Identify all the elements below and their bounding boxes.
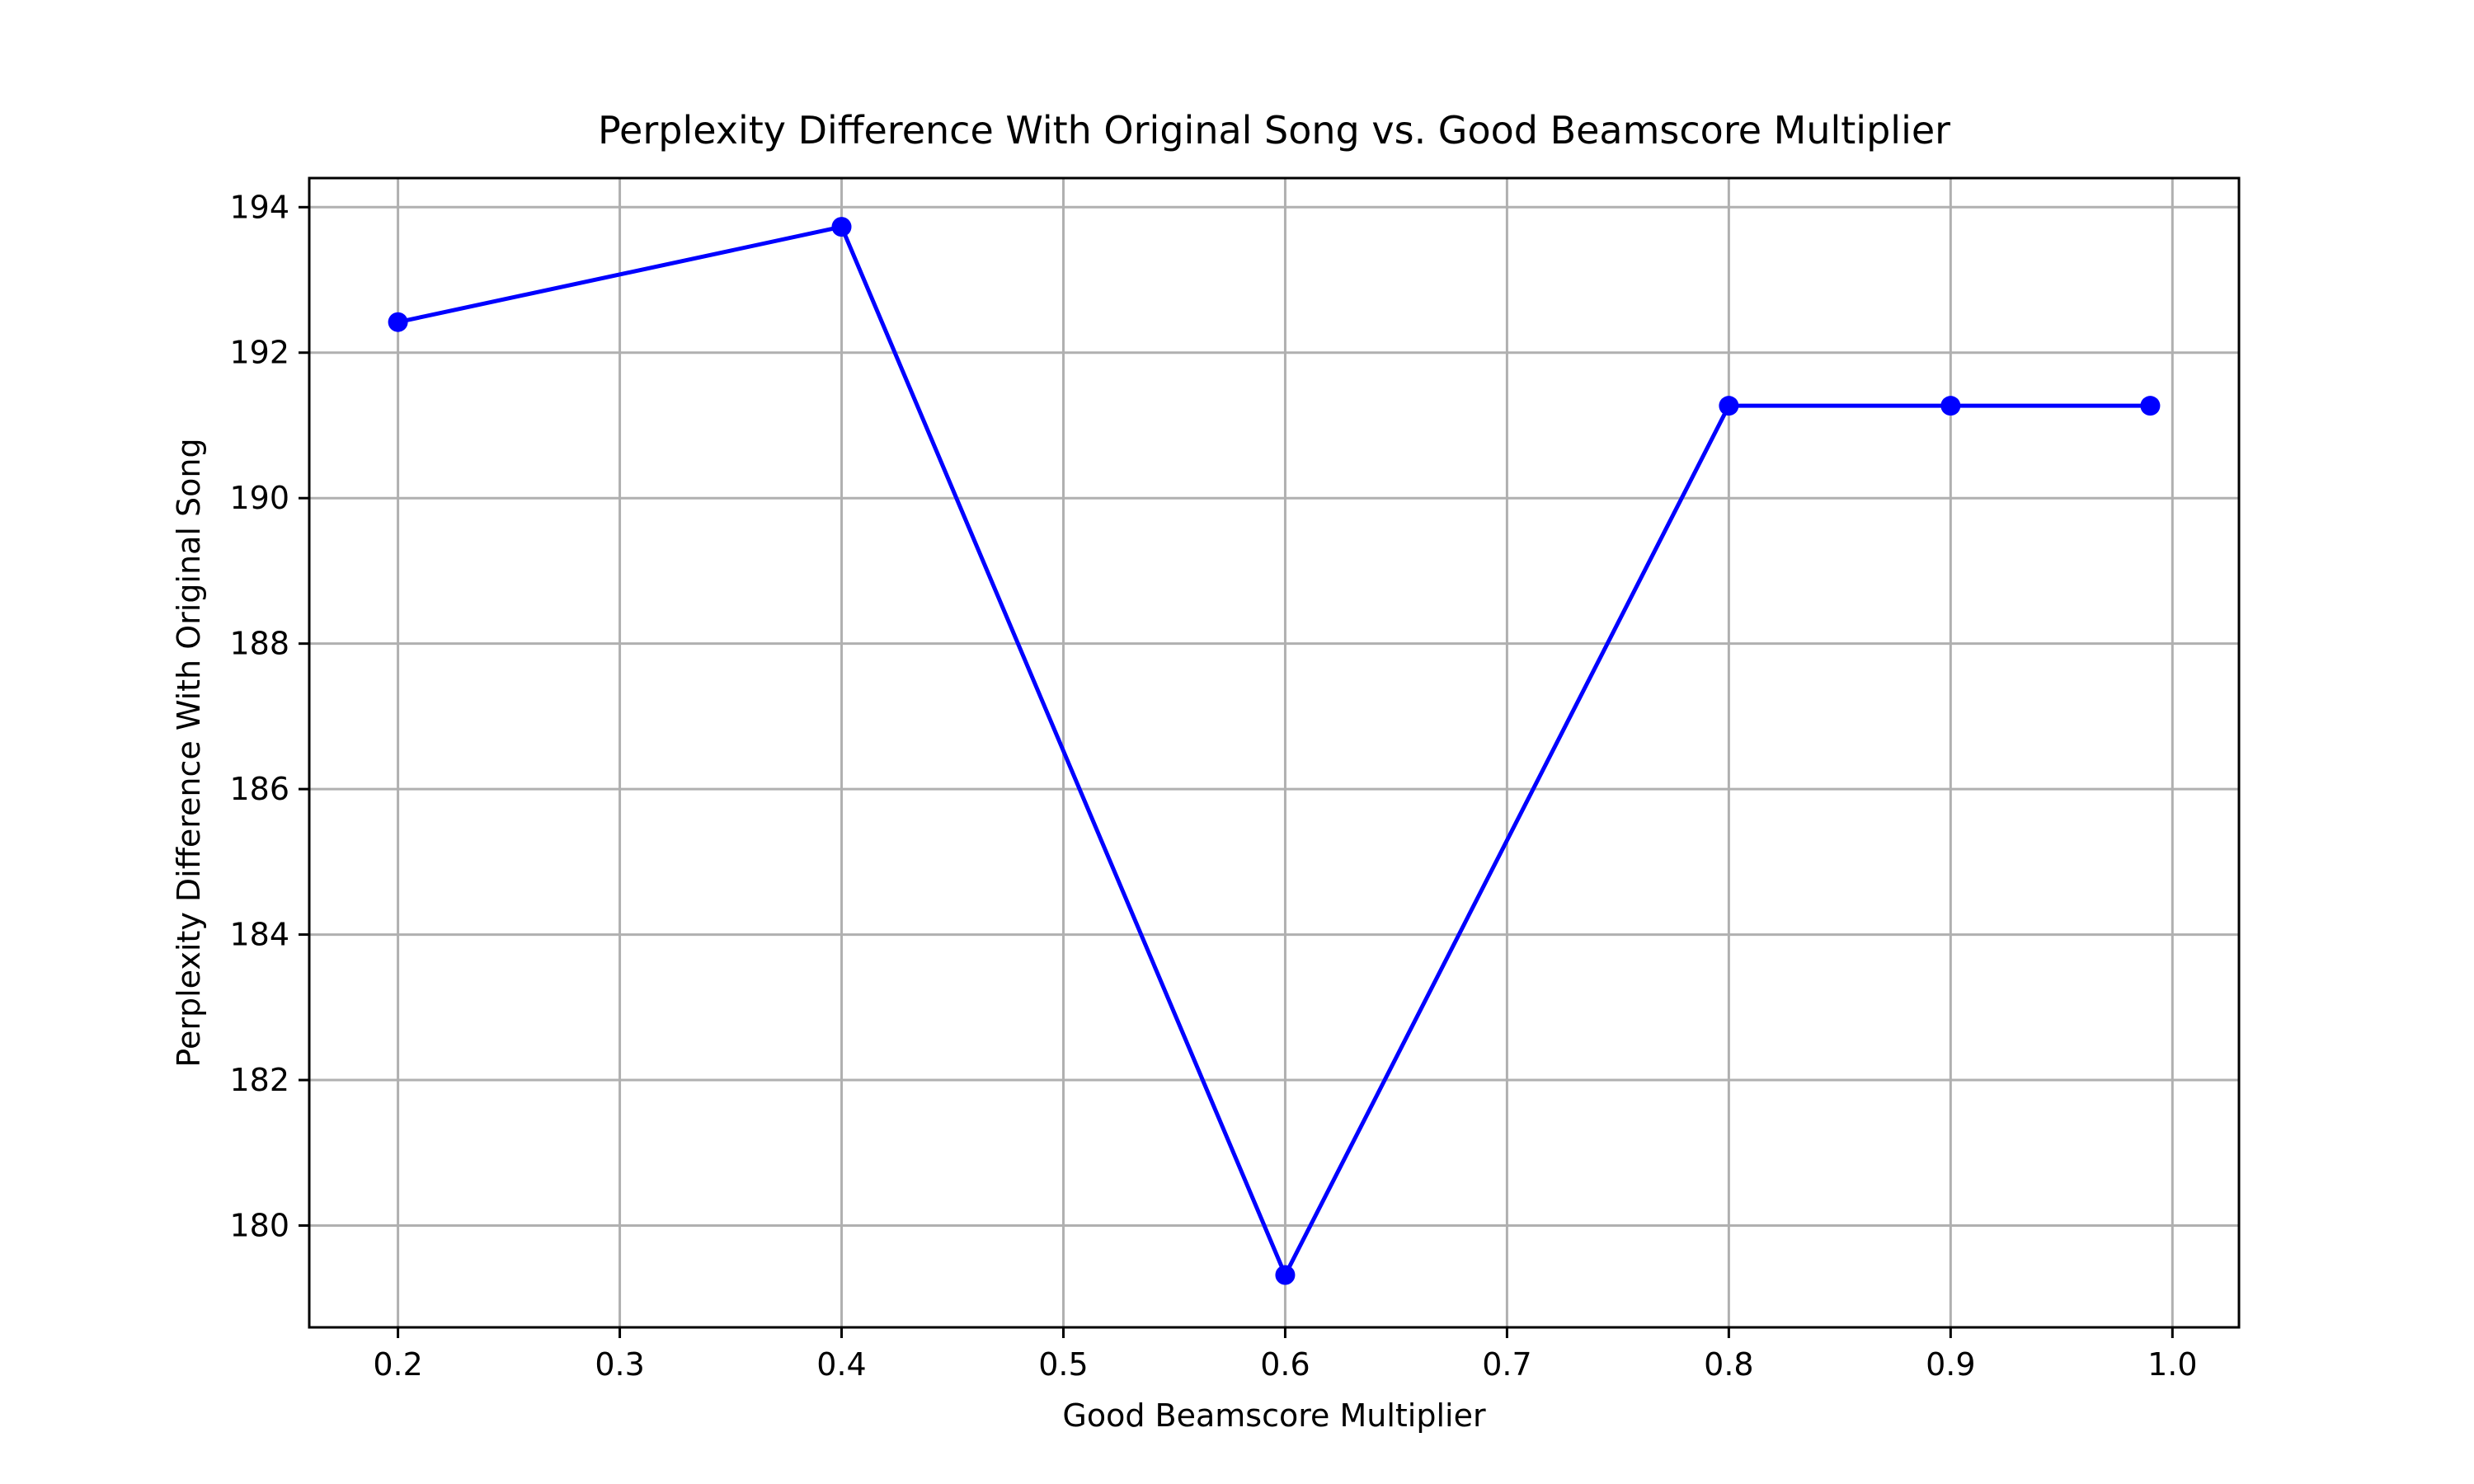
x-tick-label: 0.4: [816, 1346, 866, 1383]
series-line: [397, 224, 2151, 1277]
grid: [309, 178, 2239, 1327]
x-axis-label: Good Beamscore Multiplier: [1062, 1397, 1486, 1434]
y-tick-label: 192: [229, 335, 289, 371]
x-tick-label: 0.7: [1482, 1346, 1531, 1383]
data-point: [388, 312, 408, 332]
data-point: [831, 217, 852, 237]
y-tick-label: 184: [229, 917, 289, 953]
x-tick-label: 0.6: [1260, 1346, 1310, 1383]
x-tick-label: 0.3: [595, 1346, 644, 1383]
x-tick-label: 0.2: [373, 1346, 422, 1383]
axis-ticks: 0.2 0.3 0.4 0.5 0.6 0.7 0.8 0.9 1.0 180 182 184 186 1…: [229, 189, 2197, 1383]
y-axis-label: Perplexity Difference With Original Song: [171, 438, 207, 1067]
y-tick-label: 182: [229, 1062, 289, 1098]
x-tick-label: 0.5: [1038, 1346, 1088, 1383]
x-tick-label: 0.9: [1926, 1346, 1975, 1383]
data-point: [1719, 396, 1739, 416]
y-tick-label: 194: [229, 189, 289, 225]
x-tick-label: 1.0: [2147, 1346, 2197, 1383]
data-point: [1275, 1265, 1296, 1285]
y-tick-label: 180: [229, 1207, 289, 1243]
y-tick-label: 190: [229, 480, 289, 516]
y-tick-label: 186: [229, 771, 289, 807]
data-point: [2140, 396, 2161, 416]
x-tick-label: 0.8: [1704, 1346, 1753, 1383]
y-tick-label: 188: [229, 626, 289, 662]
data-series: [388, 217, 2161, 1285]
chart-title: Perplexity Difference With Original Song…: [598, 108, 1950, 153]
plot-frame: [308, 176, 2241, 1329]
data-point: [1940, 396, 1961, 416]
